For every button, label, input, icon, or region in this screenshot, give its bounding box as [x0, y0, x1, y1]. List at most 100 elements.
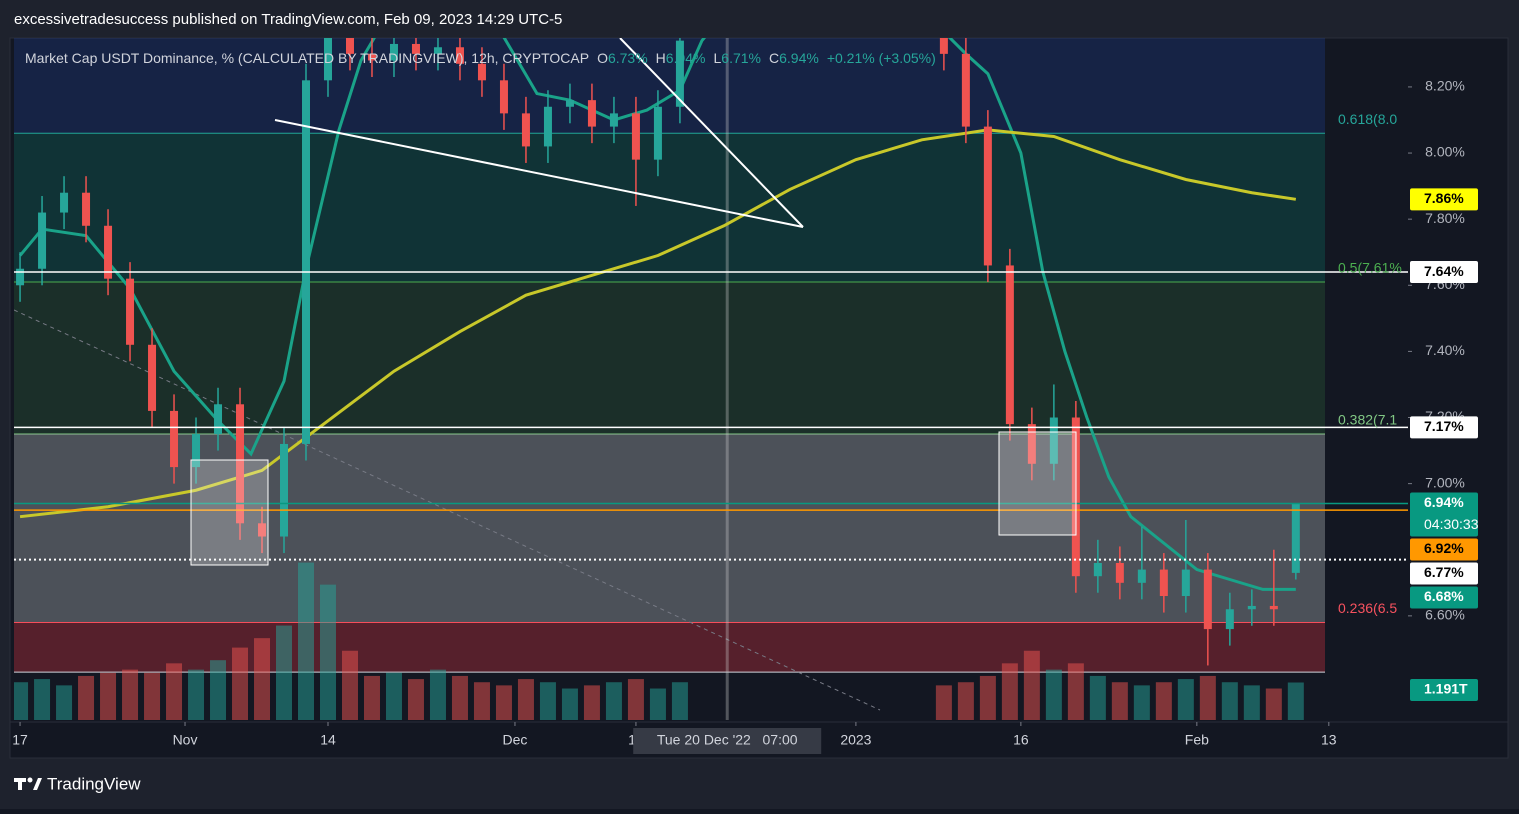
volume-bar [1287, 682, 1304, 720]
volume-bar [561, 688, 578, 720]
trend-line [274, 119, 804, 228]
volume-bar [14, 682, 29, 720]
volume-bar [671, 682, 688, 720]
volume-bar [363, 675, 380, 720]
candle-body [1225, 609, 1234, 630]
moving-average-line [19, 128, 1297, 519]
candle-body [609, 113, 618, 127]
volume-bar [78, 675, 95, 720]
volume-bar [100, 672, 117, 720]
fib-label: 0.5(7.61% [1338, 260, 1402, 276]
ohlc-value: 6.94% [666, 50, 706, 66]
symbol-title: Market Cap USDT Dominance, % (CALCULATED… [25, 50, 589, 66]
candle-body [301, 80, 310, 444]
volume-bar [1265, 688, 1282, 720]
candle-body [961, 53, 970, 127]
candle-body [1203, 569, 1212, 630]
candle-body [433, 47, 442, 54]
price-badge [1410, 188, 1478, 211]
chart-frame [9, 37, 1509, 759]
y-tick-label: 6.60% [1425, 607, 1465, 623]
fib-label: 0.236(6.5 [1338, 600, 1397, 616]
volume-bar [1133, 685, 1150, 720]
x-tick-label: Dec [503, 732, 528, 748]
candle-body [1027, 424, 1036, 464]
candle-body [367, 53, 376, 61]
change: +0.21% (+3.05%) [827, 50, 936, 66]
candle-body [653, 106, 662, 160]
logo-part [33, 778, 42, 790]
logo-part [18, 778, 22, 790]
candle-body [345, 38, 354, 54]
candle-body [170, 410, 179, 468]
volume-bar [1199, 675, 1216, 720]
price-badge-label: 7.17% [1424, 418, 1464, 434]
fib-band [14, 133, 1325, 282]
price-badge-label: 7.86% [1424, 190, 1464, 206]
volume-bar [385, 672, 402, 720]
candle-body [565, 100, 574, 107]
candle-body [631, 113, 640, 160]
volume-bar [1089, 675, 1106, 720]
candle-body [411, 43, 420, 54]
ohlc-value: 6.71% [721, 50, 761, 66]
candle-body [587, 100, 596, 127]
volume-bar [605, 682, 622, 720]
price-badge [1410, 492, 1478, 537]
ohlc-value: 6.94% [779, 50, 819, 66]
candle-body [477, 63, 486, 81]
candle-body [675, 40, 684, 107]
volume-bar [1001, 663, 1018, 720]
volume-bar [122, 669, 139, 720]
symbol-legend: Market Cap USDT Dominance, % (CALCULATED… [25, 50, 936, 66]
candle-body [236, 404, 245, 524]
candle-body [1137, 569, 1146, 583]
trend-line [14, 309, 881, 711]
volume-bar [34, 679, 51, 720]
candle-body [148, 344, 157, 411]
candle-body [126, 278, 135, 345]
footer-logo [14, 777, 42, 790]
x-tick-label: 2023 [840, 732, 871, 748]
candle-body [82, 192, 91, 226]
volume-badge [1410, 679, 1478, 701]
price-badge [1410, 562, 1478, 585]
price-badge [1410, 261, 1478, 284]
price-badge-label: 7.64% [1424, 263, 1464, 279]
candle-body [1269, 605, 1278, 610]
ohlc-key: L [713, 50, 721, 66]
candle-body [939, 38, 948, 54]
volume-bar [429, 669, 446, 720]
price-badge [1410, 538, 1478, 561]
volume-bar [1067, 663, 1084, 720]
x-tick-label: 17 [12, 732, 28, 748]
volume-bar [144, 672, 161, 720]
volume-bar [649, 688, 666, 720]
ohlc-value: 6.73% [608, 50, 648, 66]
volume-bar [451, 675, 468, 720]
volume-bar [627, 679, 644, 720]
volume-bar [56, 685, 73, 720]
candle-body [323, 38, 332, 81]
ohlc-key: H [656, 50, 666, 66]
candle-body [214, 404, 223, 435]
volume-bar [935, 685, 952, 720]
crosshair-label-bg [633, 728, 822, 754]
volume-bar [539, 682, 556, 720]
volume-bar [495, 685, 512, 720]
x-tick-label: Feb [1185, 732, 1209, 748]
fib-label: 0.618(8.0 [1338, 111, 1397, 127]
volume-bar [1155, 682, 1172, 720]
trend-line [619, 38, 804, 228]
candle-body [104, 225, 113, 279]
x-tick-label: Nov [173, 732, 198, 748]
candle-body [16, 268, 25, 286]
candle-body [389, 43, 398, 61]
publisher-header: excessivetradesuccess published on Tradi… [14, 11, 562, 28]
candle-body [1049, 417, 1058, 464]
volume-bar [210, 660, 227, 720]
ohlc-key: C [769, 50, 779, 66]
y-tick-label: 7.00% [1425, 474, 1465, 490]
countdown: 04:30:33 [1424, 516, 1479, 532]
